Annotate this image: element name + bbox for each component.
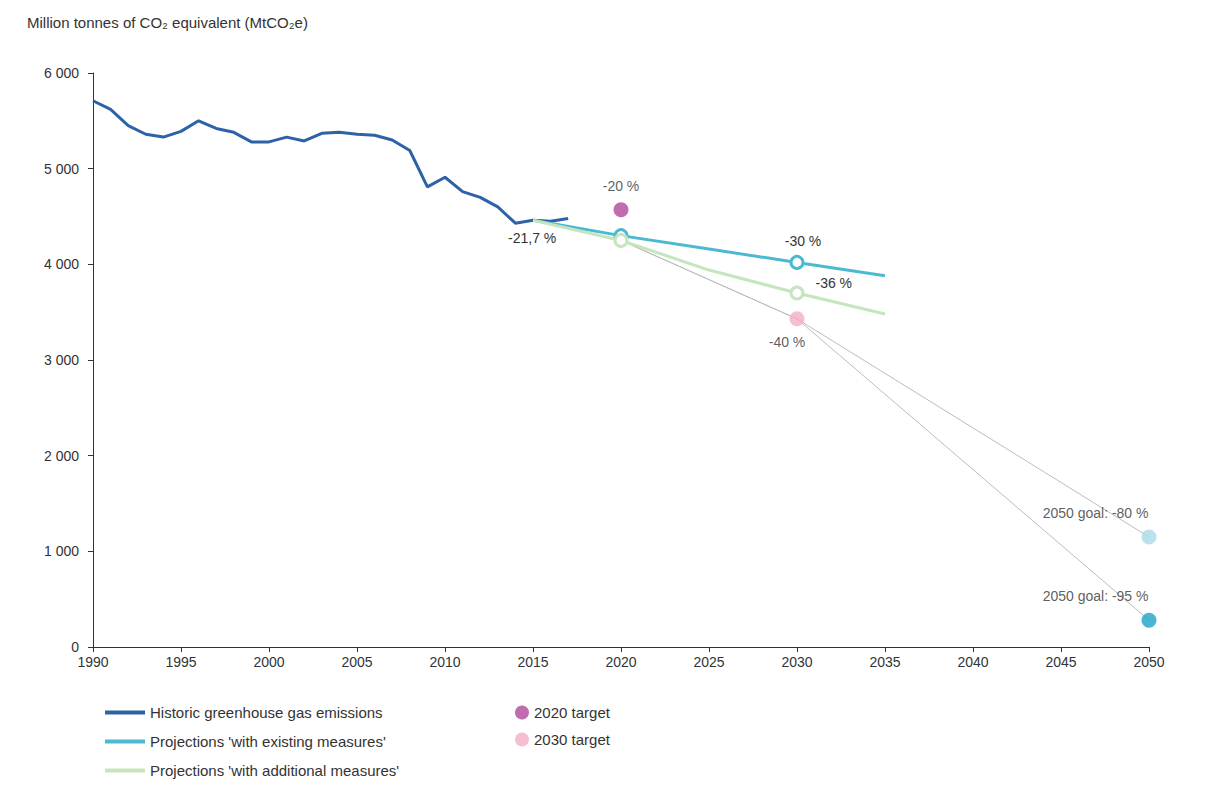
svg-text:2025: 2025 bbox=[693, 654, 724, 670]
svg-text:-20 %: -20 % bbox=[603, 178, 640, 194]
svg-text:2045: 2045 bbox=[1045, 654, 1076, 670]
svg-text:3 000: 3 000 bbox=[44, 352, 79, 368]
svg-text:-30 %: -30 % bbox=[785, 233, 822, 249]
svg-text:1 000: 1 000 bbox=[44, 543, 79, 559]
svg-text:2050 goal: -80 %: 2050 goal: -80 % bbox=[1043, 505, 1149, 521]
svg-text:5 000: 5 000 bbox=[44, 161, 79, 177]
svg-text:2030: 2030 bbox=[781, 654, 812, 670]
svg-text:6 000: 6 000 bbox=[44, 65, 79, 81]
svg-text:2020: 2020 bbox=[605, 654, 636, 670]
svg-text:0: 0 bbox=[71, 639, 79, 655]
svg-text:1990: 1990 bbox=[77, 654, 108, 670]
svg-text:1995: 1995 bbox=[165, 654, 196, 670]
svg-text:2005: 2005 bbox=[341, 654, 372, 670]
svg-text:-36 %: -36 % bbox=[816, 275, 853, 291]
svg-text:Projections 'with additional m: Projections 'with additional measures' bbox=[150, 762, 399, 779]
svg-text:-21,7 %: -21,7 % bbox=[508, 230, 556, 246]
svg-text:2020 target: 2020 target bbox=[534, 704, 611, 721]
svg-text:2050 goal: -95 %: 2050 goal: -95 % bbox=[1043, 588, 1149, 604]
svg-text:-40 %: -40 % bbox=[769, 334, 806, 350]
svg-text:2015: 2015 bbox=[517, 654, 548, 670]
svg-text:2030 target: 2030 target bbox=[534, 731, 611, 748]
svg-text:2040: 2040 bbox=[957, 654, 988, 670]
svg-text:Projections 'with existing mea: Projections 'with existing measures' bbox=[150, 733, 386, 750]
svg-text:2050: 2050 bbox=[1133, 654, 1164, 670]
svg-text:2 000: 2 000 bbox=[44, 448, 79, 464]
svg-text:2000: 2000 bbox=[253, 654, 284, 670]
svg-text:4 000: 4 000 bbox=[44, 256, 79, 272]
svg-text:2035: 2035 bbox=[869, 654, 900, 670]
svg-text:Historic greenhouse gas emissi: Historic greenhouse gas emissions bbox=[150, 704, 383, 721]
svg-text:Million tonnes of CO₂ equivale: Million tonnes of CO₂ equivalent (MtCO₂e… bbox=[27, 14, 308, 31]
svg-text:2010: 2010 bbox=[429, 654, 460, 670]
